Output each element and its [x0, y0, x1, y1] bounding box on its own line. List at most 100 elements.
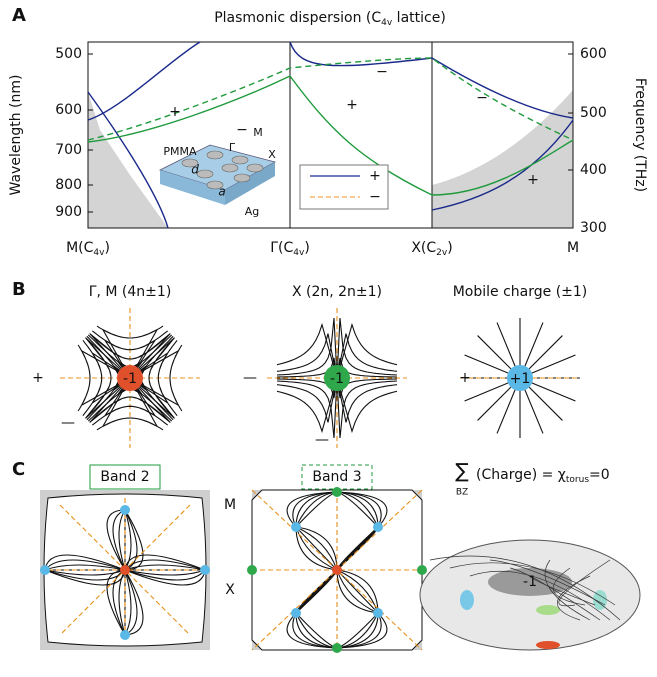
charge-spot — [460, 590, 474, 610]
field-line — [295, 526, 338, 571]
sign: − — [476, 90, 488, 106]
charge-spot — [536, 605, 560, 615]
inset-label: PMMA — [163, 145, 197, 158]
field-line — [44, 564, 126, 571]
point-label: X — [225, 582, 235, 598]
charge — [247, 565, 257, 575]
text-part: Γ(C — [270, 240, 293, 256]
band-curve — [431, 119, 574, 211]
charge — [417, 565, 427, 575]
charge — [117, 365, 143, 391]
y-axis-label: Wavelength (nm) — [8, 75, 24, 196]
sign: + — [32, 370, 44, 386]
field-line — [336, 569, 379, 614]
title: Plasmonic dispersion (C4v lattice) — [214, 10, 446, 28]
sign: + — [459, 370, 471, 386]
panel-c: C — [12, 459, 641, 651]
torus-charge: -1 — [523, 574, 537, 590]
diagram-title: Mobile charge (±1) — [453, 284, 588, 300]
text-part: 4v — [93, 248, 105, 258]
panel-a: A Plasmonic dispersion (C4v lattice) Wav… — [8, 5, 648, 229]
torus-line — [429, 555, 621, 621]
inset — [158, 144, 277, 205]
inset-label: a — [218, 185, 225, 199]
light-cone — [88, 92, 168, 228]
sign: − — [236, 122, 248, 138]
inset-label: Γ — [229, 141, 236, 154]
charge-label: +1 — [510, 371, 531, 387]
band-curve — [87, 57, 574, 141]
band-curve — [431, 57, 574, 119]
torus-line — [552, 567, 586, 606]
torus-line — [558, 559, 611, 607]
field-line — [124, 554, 206, 571]
diagram-title: X (2n, 2n±1) — [292, 284, 382, 300]
torus-line — [449, 562, 616, 606]
text-part: X(C — [411, 240, 436, 256]
field-line — [336, 569, 379, 614]
torus-line — [489, 559, 606, 606]
charge-spot — [593, 590, 607, 610]
text-part: 4v — [293, 248, 305, 258]
field-line — [124, 564, 206, 571]
band-box — [89, 464, 161, 490]
text-part: M(C — [66, 240, 94, 256]
y2-tick-label: 300 — [580, 220, 607, 236]
text-part: torus — [566, 475, 589, 485]
text-part: =0 — [589, 467, 610, 483]
charge — [40, 565, 50, 575]
band-box — [301, 464, 373, 490]
y-tick-label: 900 — [55, 204, 82, 220]
legend-label: + — [369, 168, 381, 184]
field-line — [124, 559, 206, 571]
field-line — [295, 526, 338, 571]
inset-label: M — [253, 126, 263, 139]
sum-sub: BZ — [456, 488, 468, 498]
x-tick-label: M(C4v) — [66, 240, 110, 258]
panel-label: C — [12, 459, 25, 480]
sign: — — [61, 415, 75, 431]
sign: + — [169, 104, 181, 120]
text-part: ) — [447, 240, 452, 256]
y2-axis-label: Frequency (THz) — [632, 78, 648, 192]
charge — [332, 487, 342, 497]
torus-hole — [488, 568, 572, 596]
inset-label: Ag — [245, 205, 260, 218]
x-tick-label: M — [567, 240, 579, 256]
inset-label: d — [191, 163, 199, 177]
sum-sign: ∑ — [455, 459, 469, 483]
text-part: (Charge) = χ — [476, 467, 566, 483]
y-tick-label: 600 — [55, 102, 82, 118]
band-curve — [87, 41, 201, 121]
charge — [291, 522, 301, 532]
x-tick-label: X(C2v) — [411, 240, 452, 258]
y2-tick-label: 500 — [580, 105, 607, 121]
sign: — — [243, 370, 257, 386]
sign: + — [527, 172, 539, 188]
field-line — [336, 569, 379, 614]
charge — [200, 565, 210, 575]
legend-box — [299, 164, 389, 210]
charge-label: -1 — [123, 371, 137, 387]
field-line — [124, 569, 206, 586]
panel-label: A — [12, 5, 26, 26]
torus-line — [509, 567, 601, 621]
field-line — [295, 526, 338, 571]
field-line — [106, 569, 126, 636]
charge — [324, 365, 350, 391]
band-curve — [87, 91, 169, 229]
charge — [120, 565, 130, 575]
torus-line — [469, 570, 611, 621]
y-tick-label: 700 — [55, 142, 82, 158]
torus-line — [529, 575, 596, 606]
point-label: M — [224, 497, 236, 513]
y2-tick-label: 600 — [580, 46, 607, 62]
field-line — [336, 569, 379, 614]
band-curve — [87, 75, 574, 196]
diagram-title: Γ, M (4n±1) — [89, 284, 172, 300]
sign: + — [346, 97, 358, 113]
panel-b: B — [12, 279, 26, 300]
charge — [332, 565, 342, 575]
field-line — [44, 569, 126, 576]
